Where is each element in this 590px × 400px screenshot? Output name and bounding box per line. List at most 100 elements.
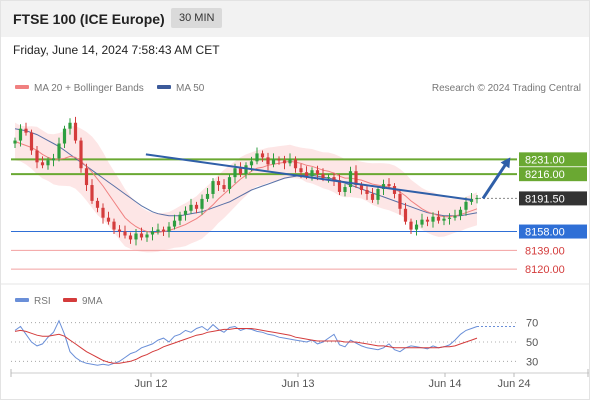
candle-body xyxy=(167,226,171,232)
bollinger-band-layer xyxy=(15,122,477,253)
level-label-bg xyxy=(519,224,587,239)
candle xyxy=(420,213,424,228)
rsi-layer: 70 50 30 xyxy=(11,318,538,368)
candle xyxy=(90,179,94,204)
candle-body xyxy=(398,193,402,209)
candle-body xyxy=(425,219,430,222)
candle-body xyxy=(458,209,463,216)
trend-layer xyxy=(145,153,511,201)
candle xyxy=(282,155,287,170)
level-value: 8120.00 xyxy=(525,264,565,276)
candle xyxy=(475,194,479,204)
candle-body xyxy=(40,162,45,166)
candle-body xyxy=(79,140,83,169)
projection-arrow xyxy=(481,161,509,200)
candle xyxy=(200,194,204,215)
candle xyxy=(57,137,61,162)
trendline xyxy=(145,153,472,201)
candle-body xyxy=(62,128,67,144)
candle xyxy=(139,227,144,241)
instrument-title: FTSE 100 (ICE Europe) xyxy=(13,11,165,27)
candle-body xyxy=(282,160,287,164)
candle xyxy=(288,153,292,167)
ma50-legend-label: MA 50 xyxy=(176,83,205,94)
candle xyxy=(172,214,177,230)
candle xyxy=(332,172,336,187)
candle-body xyxy=(321,174,325,179)
level-label-support: 8158.00 xyxy=(519,224,587,239)
candle xyxy=(84,163,89,191)
x-tick-label: Jun 13 xyxy=(281,378,314,390)
x-axis: Jun 12 Jun 13 Jun 14 Jun 24 xyxy=(10,369,589,390)
candle xyxy=(337,174,342,195)
timestamp: Friday, June 14, 2024 7:58:43 AM CET xyxy=(13,43,220,57)
credit-text: Research © 2024 Trading Central xyxy=(432,83,581,94)
rsi-legend-swatch xyxy=(15,298,29,302)
candle xyxy=(35,145,39,169)
level-label-bg xyxy=(519,167,587,182)
candle xyxy=(425,216,430,227)
candle-body xyxy=(326,177,331,179)
candle-body xyxy=(409,221,413,230)
candle xyxy=(447,213,452,225)
level-labels-layer: 8231.00 8216.00 8191.50 8158.00 8139.00 8120.… xyxy=(519,152,587,276)
candle-body xyxy=(150,231,155,235)
candle-body xyxy=(299,168,303,173)
candle-body xyxy=(222,185,226,190)
candle-body xyxy=(73,122,78,141)
candle-body xyxy=(35,150,39,163)
level-label-bg xyxy=(519,191,587,206)
candle xyxy=(194,201,199,214)
candle xyxy=(123,225,127,239)
candle-body xyxy=(24,128,28,133)
candle-body xyxy=(101,207,105,218)
candle-body xyxy=(29,132,34,151)
ma50-legend-swatch xyxy=(157,85,171,89)
candle-body xyxy=(95,200,100,208)
candle xyxy=(24,122,28,136)
candle xyxy=(436,210,441,224)
candle xyxy=(178,211,182,226)
candle-body xyxy=(337,180,342,192)
candle xyxy=(365,185,369,200)
candle-body xyxy=(244,165,248,175)
candle xyxy=(68,118,72,135)
candle xyxy=(398,189,402,215)
candle-body xyxy=(310,170,314,177)
candle-body xyxy=(376,189,380,200)
candle-body xyxy=(277,159,281,161)
candle-body xyxy=(51,158,56,161)
candle xyxy=(95,197,100,213)
candle-body xyxy=(123,231,127,236)
candle xyxy=(326,174,331,183)
candle xyxy=(403,202,408,225)
candle xyxy=(244,162,248,179)
candle-body xyxy=(216,181,221,186)
candle-body xyxy=(348,171,353,188)
candle xyxy=(101,203,105,224)
x-tick-label: Jun 24 xyxy=(497,378,530,390)
rsi-line xyxy=(14,319,478,366)
candle-body xyxy=(436,216,441,221)
candle xyxy=(409,218,413,235)
candle-body xyxy=(266,157,270,165)
candle-body xyxy=(227,177,232,190)
candle-body xyxy=(381,184,386,190)
candle xyxy=(376,186,380,205)
x-tick-label: Jun 14 xyxy=(428,378,461,390)
level-label-current: 8191.50 xyxy=(519,191,587,206)
interval-button[interactable]: 30 MIN xyxy=(171,8,223,28)
projection-arrowhead xyxy=(500,157,511,169)
candle-body xyxy=(442,218,446,221)
candle-body xyxy=(13,140,17,144)
candle xyxy=(464,197,468,216)
level-label-resistance: 8231.00 xyxy=(519,152,587,167)
candle xyxy=(370,188,375,203)
candle-body xyxy=(189,204,193,211)
candle xyxy=(266,152,270,171)
candle-body xyxy=(271,159,276,165)
header-bar: FTSE 100 (ICE Europe) 30 MIN xyxy=(1,1,589,37)
candle xyxy=(293,156,298,173)
